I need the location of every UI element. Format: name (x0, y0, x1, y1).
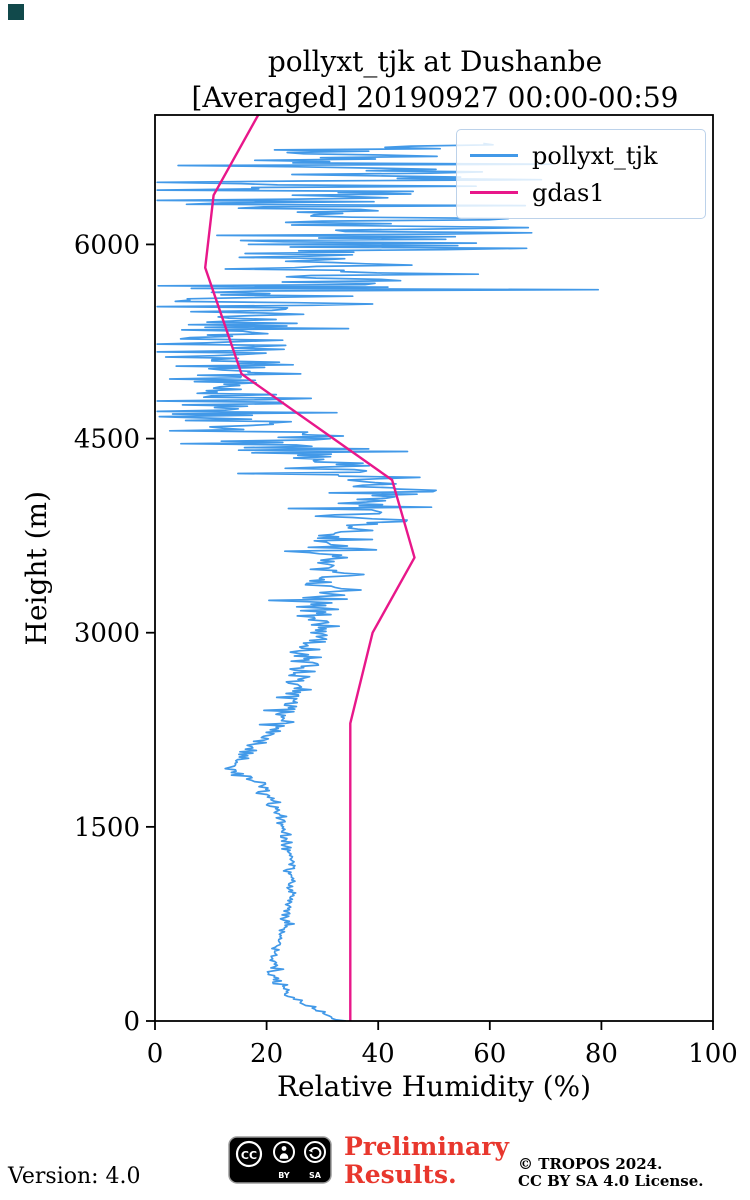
svg-text:100: 100 (688, 1039, 738, 1069)
svg-text:1500: 1500 (74, 813, 140, 843)
svg-text:60: 60 (473, 1039, 506, 1069)
preliminary-line2: Results. (344, 1160, 457, 1189)
meta-block: Version: 4.0 wvconst: 3.46 Calibrated?: … (8, 1109, 189, 1200)
svg-text:CC: CC (241, 1149, 257, 1162)
svg-text:40: 40 (362, 1039, 395, 1069)
meta-version: Version: 4.0 (8, 1164, 141, 1189)
legend-line-gdas1 (470, 191, 518, 194)
sa-icon: SA (304, 1141, 326, 1180)
series-pollyxt-tjk (156, 142, 600, 1021)
svg-text:80: 80 (585, 1039, 618, 1069)
chart-title: pollyxt_tjk at Dushanbe [Averaged] 20190… (120, 44, 750, 116)
cc-license-badge: CC BY SA (228, 1136, 332, 1184)
axes-frame (154, 114, 714, 1022)
legend-label-pollyxt: pollyxt_tjk (532, 141, 658, 170)
copyright-line2: CC BY SA 4.0 License. (518, 1172, 704, 1190)
window-corner-artifact (8, 4, 24, 20)
svg-text:0: 0 (123, 1007, 140, 1037)
chart-title-line1: pollyxt_tjk at Dushanbe (267, 45, 603, 78)
copyright-line1: © TROPOS 2024. (518, 1155, 663, 1173)
preliminary-line1: Preliminary (344, 1132, 509, 1161)
legend-label-gdas1: gdas1 (532, 178, 605, 207)
cc-icon: CC (235, 1140, 263, 1168)
svg-text:3000: 3000 (74, 619, 140, 649)
preliminary-results-note: Preliminary Results. (344, 1133, 509, 1189)
svg-text:SA: SA (309, 1171, 322, 1180)
svg-text:6000: 6000 (74, 230, 140, 260)
svg-text:20: 20 (250, 1039, 283, 1069)
legend-line-pollyxt (470, 154, 518, 157)
x-axis-ticks: 0 20 40 60 80 100 (147, 1021, 738, 1069)
series-gdas1 (203, 115, 416, 1021)
svg-text:4500: 4500 (74, 425, 140, 455)
legend-entry-pollyxt: pollyxt_tjk (457, 137, 705, 174)
legend-entry-gdas1: gdas1 (457, 174, 705, 211)
x-axis-label: Relative Humidity (%) (276, 1070, 592, 1103)
by-icon: BY (273, 1141, 295, 1180)
legend: pollyxt_tjk gdas1 (456, 129, 706, 219)
svg-text:0: 0 (147, 1039, 164, 1069)
chart-title-line2: [Averaged] 20190927 00:00-00:59 (191, 81, 679, 114)
y-axis-ticks: 0 1500 3000 4500 6000 (74, 230, 155, 1037)
svg-text:BY: BY (278, 1171, 290, 1180)
copyright-note: © TROPOS 2024. CC BY SA 4.0 License. (518, 1156, 704, 1190)
